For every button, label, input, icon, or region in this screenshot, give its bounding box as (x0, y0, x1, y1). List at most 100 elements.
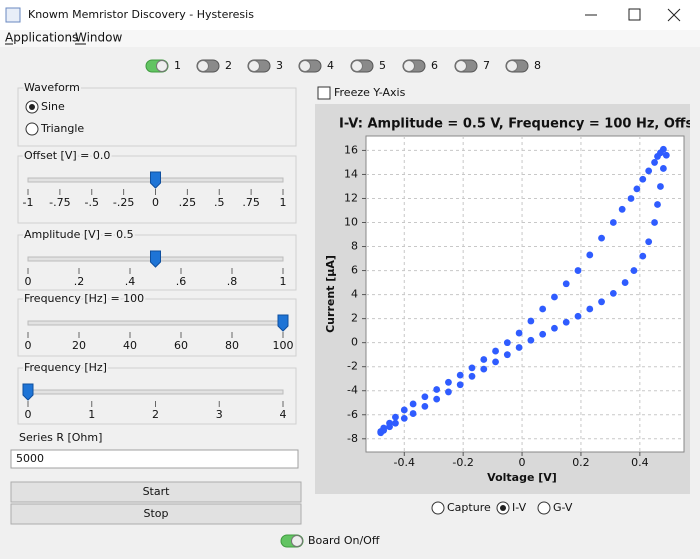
data-point (515, 344, 523, 351)
slider-tick-label: 20 (72, 339, 86, 352)
slider-thumb[interactable] (150, 171, 161, 189)
x-axis-label: Voltage [V] (487, 471, 557, 484)
data-point (456, 381, 464, 389)
channel-label: 1 (174, 59, 181, 72)
radio-button[interactable] (537, 501, 551, 515)
data-point (662, 151, 670, 159)
slider-tick-label: .2 (74, 275, 85, 288)
maximize-button[interactable] (628, 8, 641, 21)
data-point (630, 267, 638, 274)
data-point (409, 400, 417, 408)
slider-tick-label: .4 (125, 275, 136, 288)
data-point (651, 159, 658, 166)
button-label: Stop (143, 507, 168, 520)
slider-thumb[interactable] (150, 250, 161, 268)
slider-tick-label: 1 (280, 275, 287, 288)
series-r-label: Series R [Ohm] (19, 431, 102, 444)
radio-dot (29, 104, 35, 110)
toggle-knob (403, 60, 415, 72)
slider-tick-label: .8 (227, 275, 238, 288)
freeze-checkbox[interactable] (317, 86, 331, 100)
data-point (621, 279, 629, 286)
y-tick-label: -2 (347, 360, 358, 373)
slider-tick-label: 4 (280, 408, 287, 421)
slider-thumb[interactable] (277, 314, 289, 332)
data-point (639, 252, 647, 260)
data-point (654, 153, 661, 160)
radio-button[interactable] (431, 501, 445, 515)
slider-tick-label: .75 (242, 196, 260, 209)
x-tick-label: 0.2 (572, 456, 590, 469)
toggle-knob (455, 60, 467, 72)
toggle-knob (299, 60, 311, 72)
x-tick-label: -0.2 (452, 456, 473, 469)
data-point (562, 318, 570, 326)
slider-tick-label: 1 (280, 196, 287, 209)
radio-label: Triangle (40, 122, 84, 135)
radio-button[interactable] (25, 122, 39, 136)
data-point (574, 267, 582, 274)
data-point (539, 305, 547, 313)
toggle-knob (291, 535, 303, 547)
waveform-group (17, 87, 297, 147)
series-r-value: 5000 (16, 452, 44, 465)
data-point (433, 386, 441, 393)
data-point (539, 330, 547, 338)
radio-label: G-V (553, 501, 573, 514)
slider-group (17, 367, 297, 425)
y-tick-label: 6 (351, 264, 358, 277)
y-tick-label: 2 (351, 312, 358, 325)
slider-tick-label: 0 (25, 408, 32, 421)
data-point (609, 219, 617, 226)
plot-area (365, 135, 685, 453)
data-point (445, 388, 452, 396)
slider-tick-label: -1 (23, 196, 34, 209)
slider-thumb[interactable] (22, 383, 34, 401)
slider-group (17, 298, 297, 357)
data-point (421, 393, 429, 401)
button[interactable] (10, 503, 302, 525)
radio-label: Sine (41, 100, 65, 113)
slider-track (27, 389, 284, 395)
channel-label: 2 (225, 59, 232, 72)
slider-group (17, 234, 297, 291)
data-point (562, 280, 570, 288)
data-point (657, 183, 664, 190)
data-point (386, 423, 393, 431)
y-tick-label: 8 (351, 240, 358, 253)
y-tick-label: 0 (351, 336, 358, 349)
toggle-knob (506, 60, 518, 72)
close-button[interactable] (667, 8, 681, 22)
data-point (527, 317, 535, 325)
y-tick-label: 14 (344, 167, 358, 180)
data-point (527, 336, 535, 344)
series-r-input[interactable] (10, 449, 299, 469)
channel-label: 7 (483, 59, 490, 72)
data-point (574, 312, 582, 320)
slider-title: Frequency [Hz] = 100 (24, 292, 144, 305)
slider-tick-label: .25 (179, 196, 197, 209)
data-point (659, 165, 667, 172)
data-point (492, 347, 499, 355)
channel-label: 8 (534, 59, 541, 72)
data-point (421, 402, 429, 410)
title-bar (0, 0, 700, 30)
data-point (598, 234, 605, 242)
data-point (598, 298, 605, 306)
x-tick-label: 0.4 (631, 456, 649, 469)
data-point (392, 413, 399, 421)
window-title: Knowm Memristor Discovery - Hysteresis (28, 8, 254, 21)
chart-title: I-V: Amplitude = 0.5 V, Frequency = 100 … (339, 117, 700, 132)
y-tick-label: -8 (347, 432, 358, 445)
data-point (492, 358, 499, 366)
button-label: Start (143, 485, 171, 498)
slider-tick-label: 40 (123, 339, 137, 352)
data-point (515, 329, 523, 337)
menu-item[interactable]: Applications (5, 31, 78, 45)
freeze-label[interactable]: Freeze Y-Axis (334, 86, 406, 99)
menu-item[interactable]: Window (75, 31, 123, 45)
radio-label: I-V (512, 501, 527, 514)
data-point (586, 251, 594, 259)
data-point (400, 406, 408, 414)
